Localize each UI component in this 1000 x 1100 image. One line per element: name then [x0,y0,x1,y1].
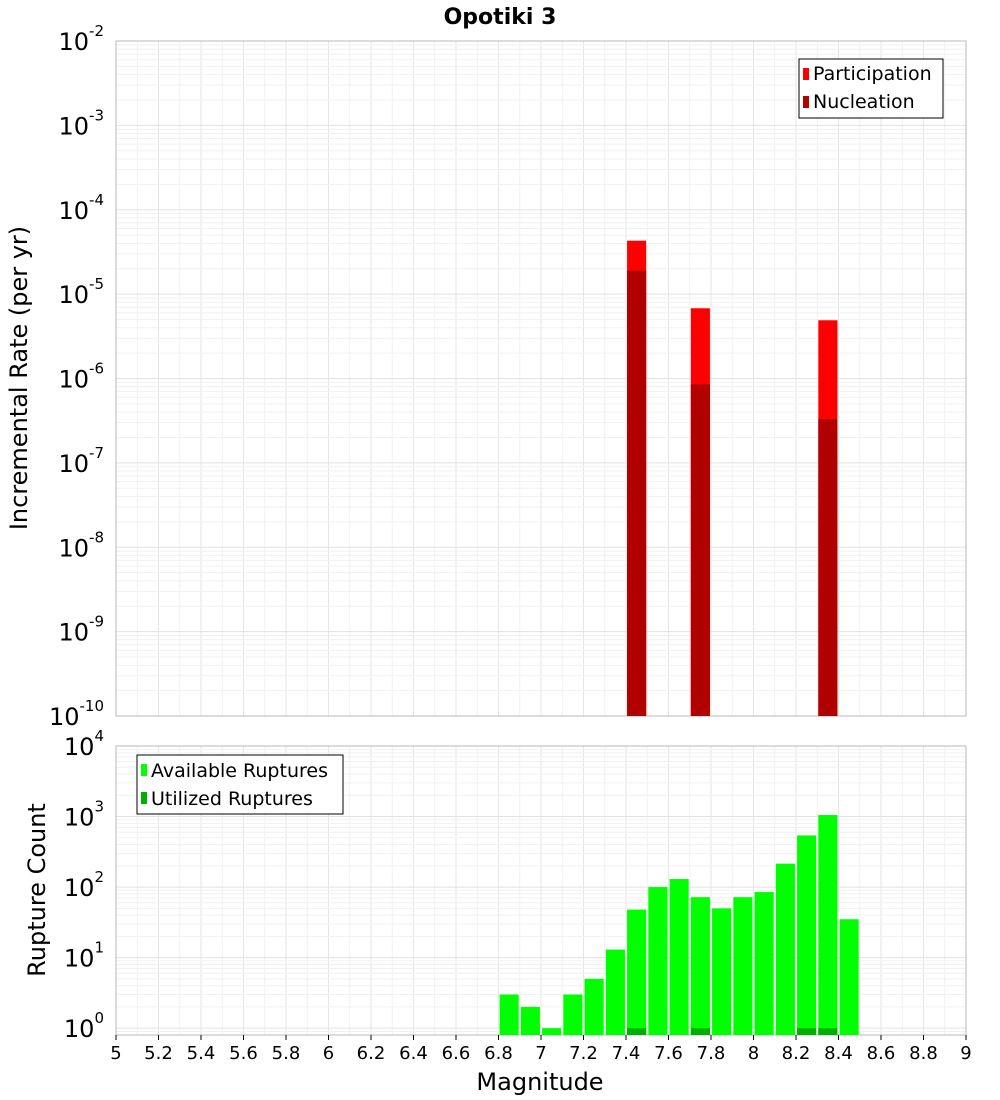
x-tick-label: 8.4 [824,1043,853,1064]
bottom-bar-series1 [818,815,838,1035]
bottom-bars [499,815,859,1035]
legend-swatch-nucleation [803,96,809,108]
x-tick-label: 5.2 [144,1043,173,1064]
bottom-bar-series2 [690,1028,710,1035]
y-tick-label: 101 [64,939,104,973]
x-tick-label: 6 [323,1043,334,1064]
x-tick-label: 5.4 [187,1043,216,1064]
bottom-bar-series1 [605,949,625,1035]
y-tick-label: 102 [64,868,104,902]
y-tick-label: 10-10 [49,697,104,731]
x-tick-label: 7.8 [697,1043,726,1064]
bottom-bar-series1 [499,994,519,1035]
bottom-bar-series1 [797,835,817,1035]
bottom-bar-series2 [797,1028,817,1035]
bottom-bar-series1 [690,897,710,1035]
bottom-bar-series1 [584,978,604,1035]
top-plot-frame [115,40,967,717]
bottom-legend: Available Ruptures Utilized Ruptures [136,754,344,815]
y-tick-label: 10-5 [58,275,104,309]
x-tick-label: 6.6 [442,1043,471,1064]
y-tick-label: 103 [64,798,104,832]
top-panel: 10-2 10-3 10-4 10-5 10-6 10-7 10-8 10-9 10-10 In… [5,22,967,731]
legend-label-participation: Participation [813,63,932,85]
bottom-bar-series2 [818,1028,838,1035]
legend-label-utilized: Utilized Ruptures [151,788,313,810]
bottom-bar-series1 [733,897,753,1035]
x-tick-label: 5 [110,1043,121,1064]
x-tick-label: 8.6 [867,1043,896,1064]
top-bar-series2 [627,270,647,716]
y-tick-label: 10-9 [58,613,104,647]
top-gridlines [116,41,966,717]
x-tick-label: 5.8 [272,1043,301,1064]
bottom-bar-series1 [520,1006,540,1035]
x-ticks: 5 5.2 5.4 5.6 5.8 6 6.2 6.4 6.6 6.8 7 7.2 7.4 7.6 7.8 8… [110,1035,972,1064]
y-tick-label: 100 [64,1009,104,1043]
x-tick-label: 6.2 [357,1043,386,1064]
x-tick-label: 7 [535,1043,546,1064]
bottom-bar-series1 [712,908,732,1035]
top-bars [627,240,838,717]
bottom-bar-series1 [542,1028,562,1035]
x-tick-label: 6.8 [484,1043,513,1064]
legend-label-available: Available Ruptures [151,760,328,782]
y-tick-label: 10-2 [58,22,104,56]
bottom-bar-series1 [839,919,859,1035]
bottom-bar-series1 [754,892,774,1035]
legend-swatch-participation [803,68,809,80]
bottom-y-ticks: 104 103 102 101 100 [64,727,104,1043]
x-tick-label: 6.4 [399,1043,428,1064]
x-tick-label: 5.6 [229,1043,258,1064]
top-bar-series2 [690,384,710,716]
bottom-bar-series1 [669,879,689,1035]
x-axis-label: Magnitude [476,1068,603,1096]
bottom-bar-series1 [775,863,795,1035]
legend-swatch-available [141,764,147,776]
top-bar-series2 [818,419,838,716]
x-tick-label: 8.2 [782,1043,811,1064]
y-tick-label: 10-6 [58,360,104,394]
legend-label-nucleation: Nucleation [813,91,915,113]
top-y-ticks: 10-2 10-3 10-4 10-5 10-6 10-7 10-8 10-9 10-10 [49,22,104,731]
top-legend-box [798,58,944,119]
bottom-panel: 104 103 102 101 100 Rupture Count Available … [23,727,967,1043]
y-tick-label: 104 [64,727,104,761]
bottom-bar-series2 [627,1028,647,1035]
top-legend: Participation Nucleation [798,58,944,119]
x-tick-label: 7.4 [612,1043,641,1064]
bottom-bar-series1 [648,887,668,1035]
top-y-axis-label: Incremental Rate (per yr) [5,226,33,530]
x-tick-label: 8.8 [909,1043,938,1064]
chart-title: Opotiki 3 [444,5,557,30]
x-tick-label: 8 [748,1043,759,1064]
x-tick-label: 9 [960,1043,971,1064]
y-tick-label: 10-4 [58,191,104,225]
bottom-bar-series1 [563,994,583,1035]
y-tick-label: 10-7 [58,444,104,478]
bottom-bar-series1 [627,909,647,1035]
y-tick-label: 10-3 [58,106,104,140]
bottom-y-axis-label: Rupture Count [23,803,51,977]
x-tick-label: 7.6 [654,1043,683,1064]
legend-swatch-utilized [141,792,147,804]
bottom-legend-box [136,754,344,815]
x-tick-label: 7.2 [569,1043,598,1064]
y-tick-label: 10-8 [58,528,104,562]
